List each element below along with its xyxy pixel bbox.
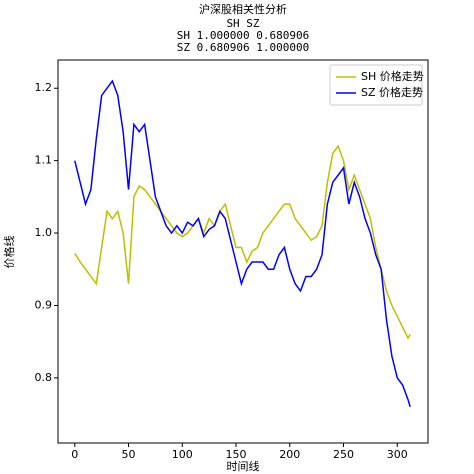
series-line <box>74 79 411 408</box>
x-tick-label: 300 <box>387 448 408 461</box>
y-tick-label: 0.9 <box>35 298 53 311</box>
plot-frame <box>57 59 429 444</box>
chart-subtitle: SH SZ <box>226 17 259 30</box>
y-tick-label: 0.8 <box>35 371 53 384</box>
y-tick-label: 1.1 <box>35 154 53 167</box>
x-axis-label: 时间线 <box>227 459 260 473</box>
x-tick-label: 150 <box>226 448 247 461</box>
legend-label: SZ 价格走势 <box>361 85 423 99</box>
legend-label: SH 价格走势 <box>361 69 424 83</box>
chart-subtitle: SZ 0.680906 1.000000 <box>177 41 309 54</box>
chart-subtitle: SH 1.000000 0.680906 <box>177 29 309 42</box>
x-tick-label: 250 <box>333 448 354 461</box>
series-line <box>74 144 411 340</box>
x-tick-label: 50 <box>122 448 136 461</box>
legend-box <box>329 64 423 106</box>
y-axis-label: 价格线 <box>2 236 16 269</box>
x-tick-label: 200 <box>279 448 300 461</box>
chart-title: 沪深股相关性分析 <box>199 2 287 16</box>
y-tick-label: 1.0 <box>35 226 53 239</box>
x-tick-label: 100 <box>172 448 193 461</box>
y-tick-label: 1.2 <box>35 81 53 94</box>
x-tick-label: 0 <box>71 448 78 461</box>
